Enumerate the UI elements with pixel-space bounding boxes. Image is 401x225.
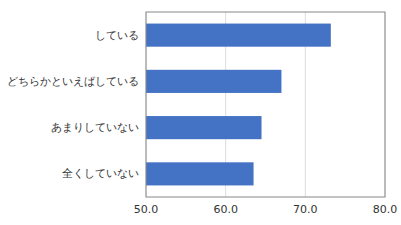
plot-area (146, 12, 385, 197)
y-tick-label: どちらかといえばしている (7, 75, 139, 88)
y-tick-label: あまりしていない (51, 121, 139, 134)
bar (146, 116, 262, 139)
x-tick-label: 80.0 (373, 203, 398, 216)
bars (146, 24, 331, 186)
grid (146, 12, 385, 197)
x-tick-label: 50.0 (134, 203, 159, 216)
plot-frame (146, 12, 385, 197)
y-tick-label: 全くしていない (62, 167, 139, 180)
chart-container: 50.0 60.0 70.0 80.0 全くしていない あまりしていない どちらかといえばし… (0, 0, 401, 225)
y-tick-label: している (95, 29, 139, 42)
bar (146, 70, 281, 93)
x-tick-label: 60.0 (213, 203, 238, 216)
x-tick-label: 70.0 (293, 203, 318, 216)
bar (146, 24, 331, 47)
y-axis: 全くしていない あまりしていない どちらかといえばしている している (7, 29, 139, 181)
chart-svg: 50.0 60.0 70.0 80.0 全くしていない あまりしていない どちらかといえばし… (0, 0, 401, 225)
x-axis: 50.0 60.0 70.0 80.0 (134, 203, 398, 216)
bar (146, 162, 254, 185)
